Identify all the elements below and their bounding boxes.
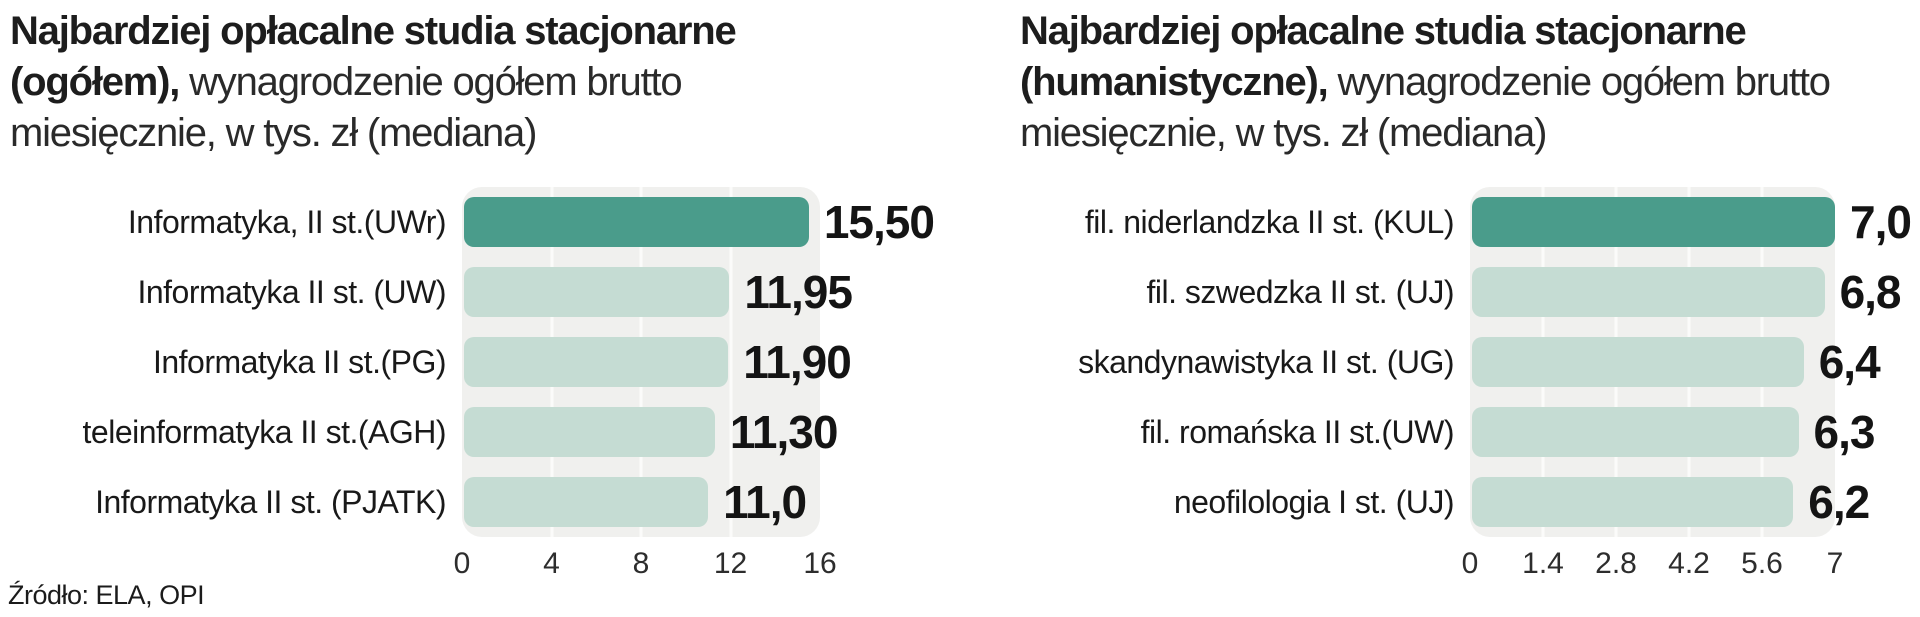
bar-row: fil. szwedzka II st. (UJ) 6,8 [1020,257,1920,327]
bar-cell: 11,90 [462,327,852,397]
value-bar [464,407,715,457]
category-label: fil. niderlandzka II st. (KUL) [1084,203,1455,240]
x-axis-tick: 8 [632,547,650,580]
chart-ogolem: Najbardziej opłacalne studia stacjonarne… [10,0,950,587]
bar-cell: 6,8 [1470,257,1902,327]
category-label: Informatyka, II st.(UWr) [127,203,447,240]
category-label: fil. szwedzka II st. (UJ) [1146,273,1454,310]
bar-cell: 6,2 [1470,467,1870,537]
x-axis-tick: 7 [1826,547,1844,580]
plot-area: Informatyka, II st.(UWr) 15,50 Informatyka… [10,187,950,537]
chart-humanistyczne: Najbardziej opłacalne studia stacjonarne… [1020,0,1920,587]
value-label: 11,30 [729,406,839,458]
value-bar [1472,267,1825,317]
value-label: 7,0 [1850,196,1912,248]
x-axis: 0 1.4 2.8 4.2 5.6 7 [1462,547,1844,587]
category-label: Informatyka II st. (PJATK) [95,483,446,520]
x-axis-tick: 12 [713,547,748,580]
chart-title-rest: wynagrodzenie ogółem brutto miesięcznie,… [1020,60,1831,156]
x-axis-tick: 5.6 [1741,547,1783,580]
value-bar [1472,477,1794,527]
value-bar [1472,337,1804,387]
value-bar [464,337,729,387]
bar-row: Informatyka II st. (UW) 11,95 [10,257,950,327]
category-label: teleinformatyka II st.(AGH) [82,413,447,450]
bar-cell: 6,4 [1470,327,1881,397]
bar-cell: 11,30 [462,397,838,467]
bar-row: neofilologia I st. (UJ) 6,2 [1020,467,1920,537]
chart-title: Najbardziej opłacalne studia stacjonarne… [1020,6,1831,161]
bar-row: skandynawistyka II st. (UG) 6,4 [1020,327,1920,397]
x-axis: 0 4 8 12 16 [454,547,837,587]
x-axis-tick: 1.4 [1522,547,1564,580]
category-label: neofilologia I st. (UJ) [1173,483,1455,520]
value-bar [1472,407,1799,457]
source-note: Źródło: ELA, OPI [8,580,205,610]
chart-title-bold: Najbardziej opłacalne studia stacjonarne… [10,9,737,105]
x-axis-tick: 16 [803,547,837,580]
value-bar [464,267,730,317]
bar-row: teleinformatyka II st.(AGH) 11,30 [10,397,950,467]
value-label: 11,0 [723,476,807,528]
x-axis-tick: 0 [453,547,471,580]
bar-row: Informatyka II st.(PG) 11,90 [10,327,950,397]
chart-title: Najbardziej opłacalne studia stacjonarne… [10,6,850,161]
chart-title-bold: Najbardziej opłacalne studia stacjonarne… [1020,9,1747,105]
value-bar [1472,197,1835,247]
bar-rows: Informatyka, II st.(UWr) 15,50 Informatyka… [10,187,950,537]
value-label: 11,95 [744,266,853,318]
bar-cell: 7,0 [1470,187,1912,257]
bar-cell: 6,3 [1470,397,1875,467]
x-axis-tick: 4.2 [1668,547,1710,580]
value-label: 6,8 [1839,266,1902,318]
bar-row: Informatyka, II st.(UWr) 15,50 [10,187,950,257]
x-axis-tick: 0 [1461,547,1479,580]
category-label: Informatyka II st. (UW) [137,273,446,310]
bar-cell: 15,50 [462,187,935,257]
bar-rows: fil. niderlandzka II st. (KUL) 7,0 fil. sz… [1020,187,1920,537]
category-label: fil. romańska II st.(UW) [1140,413,1455,450]
plot-area: fil. niderlandzka II st. (KUL) 7,0 fil. sz… [1020,187,1920,537]
chart-title-rest: wynagrodzenie ogółem brutto miesięcznie,… [10,60,683,156]
value-label: 15,50 [823,196,935,248]
gridline [729,187,732,537]
value-label: 6,2 [1808,476,1870,528]
bar-row: Informatyka II st. (PJATK) 11,0 [10,467,950,537]
value-bar [464,477,709,527]
value-label: 6,4 [1818,336,1881,388]
bar-cell: 11,0 [462,467,820,537]
value-label: 11,90 [743,336,852,388]
bar-row: fil. romańska II st.(UW) 6,3 [1020,397,1920,467]
category-label: Informatyka II st.(PG) [152,343,447,380]
bar-cell: 11,95 [462,257,853,327]
x-axis-tick: 2.8 [1595,547,1637,580]
bar-row: fil. niderlandzka II st. (KUL) 7,0 [1020,187,1920,257]
category-label: skandynawistyka II st. (UG) [1078,343,1454,380]
value-label: 6,3 [1813,406,1876,458]
value-bar [464,197,809,247]
x-axis-tick: 4 [543,547,560,580]
